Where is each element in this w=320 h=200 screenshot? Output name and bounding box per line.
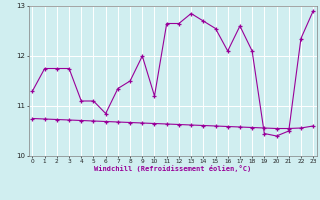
X-axis label: Windchill (Refroidissement éolien,°C): Windchill (Refroidissement éolien,°C) <box>94 165 252 172</box>
